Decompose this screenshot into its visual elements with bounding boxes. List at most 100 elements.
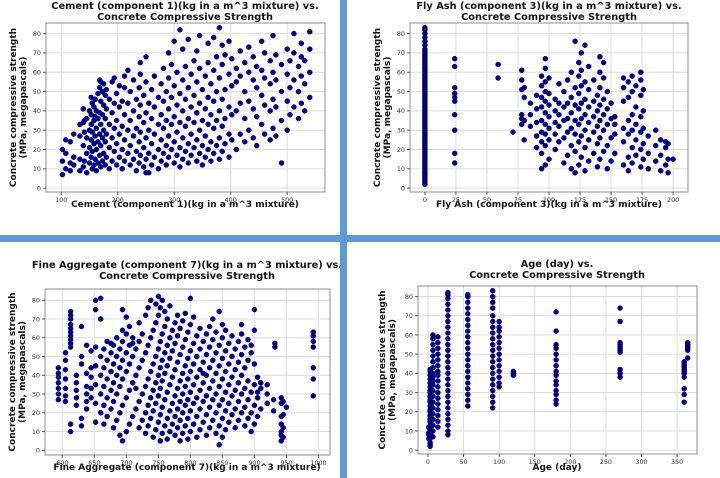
data-point [590, 77, 597, 83]
data-point [572, 117, 578, 124]
data-point [191, 57, 197, 64]
data-point [104, 413, 110, 420]
data-point [600, 59, 607, 66]
data-point [496, 334, 502, 340]
data-point [670, 156, 676, 162]
data-point [146, 100, 152, 106]
data-point [101, 346, 107, 352]
data-point [119, 306, 126, 313]
data-point [121, 84, 128, 91]
data-point [194, 110, 200, 116]
data-point [160, 125, 167, 132]
data-point [62, 350, 69, 356]
data-point [552, 131, 558, 137]
data-point [126, 361, 133, 367]
data-point [625, 117, 632, 124]
data-point [489, 330, 496, 336]
data-point [191, 119, 197, 126]
x-tick-label: 200 [112, 196, 124, 204]
data-point [617, 366, 623, 373]
data-point [199, 117, 206, 124]
data-point [542, 110, 549, 116]
data-point [451, 127, 458, 133]
data-point [604, 142, 611, 149]
data-point [232, 425, 238, 431]
y-axis-label-line1: Concrete compressive strength [9, 28, 19, 187]
data-point [162, 323, 168, 330]
y-tick-label: 20 [33, 146, 41, 154]
data-point [527, 111, 534, 118]
data-point [190, 381, 197, 388]
x-tick-label: 175 [636, 196, 648, 204]
data-point [556, 100, 562, 106]
data-point [167, 303, 173, 309]
data-point [162, 370, 168, 377]
data-point [222, 86, 228, 93]
data-point [169, 400, 176, 407]
data-point [435, 378, 441, 384]
data-point [164, 342, 171, 349]
data-point [93, 125, 100, 132]
data-point [158, 81, 164, 87]
data-point [546, 102, 552, 108]
data-point [521, 84, 527, 91]
data-point [633, 83, 639, 89]
axes-frame [417, 285, 698, 455]
data-point [188, 152, 194, 159]
data-point [190, 361, 197, 367]
data-point [287, 57, 293, 64]
data-point [96, 84, 103, 91]
data-point [109, 135, 115, 141]
data-point [267, 108, 273, 114]
data-point [123, 428, 130, 435]
data-point [245, 336, 251, 343]
data-point [445, 324, 451, 331]
data-point [576, 139, 582, 145]
data-point [572, 131, 578, 137]
data-point [465, 351, 471, 357]
data-point [133, 125, 140, 132]
data-point [139, 417, 146, 424]
data-point [163, 142, 170, 149]
data-point [155, 372, 162, 379]
data-point [162, 423, 168, 429]
data-point [435, 368, 441, 375]
data-point [582, 168, 588, 174]
data-point [92, 344, 99, 350]
x-tick-label: 25 [452, 196, 460, 204]
data-point [538, 73, 545, 79]
data-point [63, 137, 69, 143]
data-point [123, 395, 130, 401]
data-point [167, 428, 173, 435]
data-point [465, 291, 471, 298]
data-point [495, 75, 501, 81]
data-point [307, 94, 313, 101]
data-point [617, 318, 623, 325]
data-point [270, 396, 277, 403]
data-point [533, 119, 540, 126]
data-point [197, 325, 203, 332]
x-tick-label: 200 [667, 196, 679, 204]
data-point [155, 419, 162, 425]
data-point [578, 67, 585, 74]
data-point [451, 84, 458, 91]
data-point [108, 368, 114, 375]
data-point [253, 142, 260, 149]
data-point [465, 339, 471, 346]
data-point [625, 79, 632, 85]
plot-title-line1: Fine Aggregate (component 7)(kg in a m^3… [32, 260, 340, 271]
data-point [188, 71, 194, 77]
data-point [430, 347, 436, 354]
data-point [164, 316, 171, 322]
data-point [179, 391, 186, 397]
y-axis-label-line2: (MPa, megapascals) [18, 321, 28, 423]
data-point [194, 158, 200, 164]
y-axis-label-line2: (MPa, megapascals) [19, 57, 29, 159]
data-point [179, 318, 186, 324]
data-point [496, 362, 502, 369]
data-point [119, 402, 126, 409]
data-point [633, 104, 639, 110]
data-point [203, 351, 210, 358]
data-point [585, 137, 592, 143]
data-point [125, 150, 131, 157]
